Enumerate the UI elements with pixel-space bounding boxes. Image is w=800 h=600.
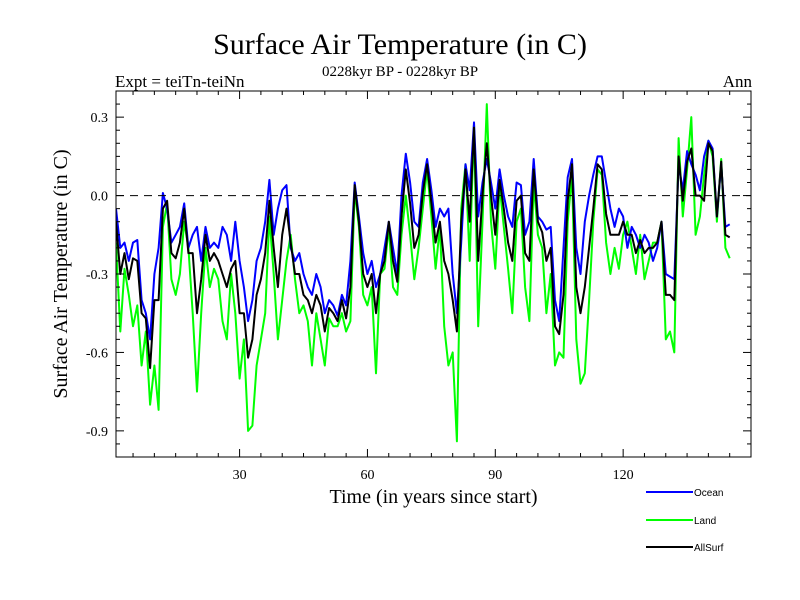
legend-label-land: Land: [694, 516, 716, 527]
chart-title: Surface Air Temperature (in C): [213, 28, 587, 61]
legend-label-allsurf: AllSurf: [694, 543, 724, 554]
legend-label-ocean: Ocean: [694, 488, 723, 499]
y-tick-label: -0.3: [86, 268, 108, 283]
y-axis-title: Surface Air Temperature (in C): [50, 149, 72, 398]
season-label: Ann: [722, 72, 752, 91]
legend: Ocean Land AllSurf: [646, 488, 724, 554]
y-tick-label: 0.3: [91, 111, 109, 126]
series-line-ocean: [116, 121, 731, 341]
plot-frame: [115, 90, 752, 458]
x-tick-label: 60: [360, 468, 374, 483]
y-tick-label: 0.0: [91, 190, 109, 205]
y-tick-label: -0.9: [86, 425, 108, 440]
series-line-allsurf: [116, 126, 731, 370]
x-axis-title: Time (in years since start): [329, 486, 537, 508]
x-tick-label: 90: [488, 468, 502, 483]
ticks-layer: 30 60 90 120 0.3 0.0 -0.3 -0.6 -0.9: [86, 91, 751, 483]
chart-subtitle: 0228kyr BP - 0228kyr BP: [321, 64, 479, 80]
series-layer: [116, 103, 731, 443]
x-tick-label: 30: [233, 468, 247, 483]
y-tick-label: -0.6: [86, 346, 108, 361]
experiment-label: Expt = teiTn-teiNn: [115, 72, 245, 91]
x-tick-label: 120: [613, 468, 634, 483]
series-line-land: [116, 103, 731, 443]
